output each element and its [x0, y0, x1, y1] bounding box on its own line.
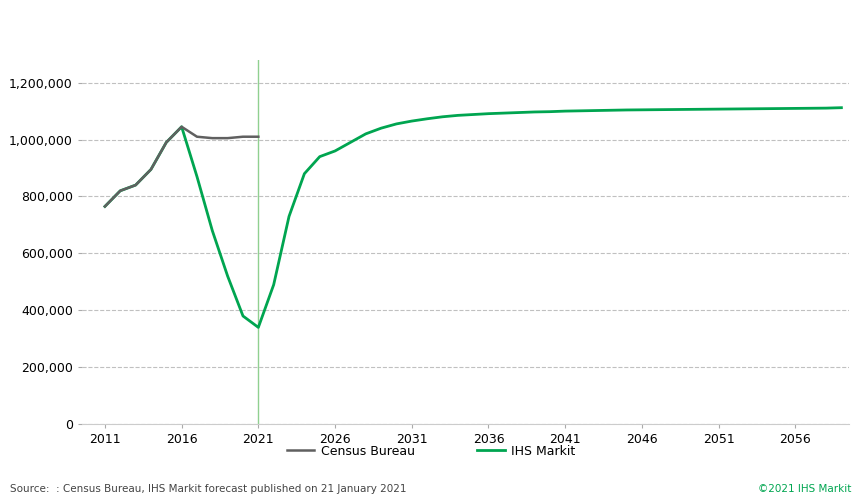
IHS Markit — [652, 107, 662, 113]
IHS Markit — [100, 204, 110, 210]
IHS Markit — [207, 228, 217, 234]
IHS Markit — [330, 148, 340, 154]
IHS Markit — [728, 106, 739, 112]
Line: Census Bureau: Census Bureau — [105, 127, 258, 207]
Census Bureau — [238, 134, 248, 140]
Census Bureau — [177, 124, 187, 130]
IHS Markit — [283, 214, 294, 220]
IHS Markit — [575, 108, 585, 114]
Census Bureau — [161, 139, 171, 145]
IHS Markit — [452, 112, 462, 118]
IHS Markit — [360, 131, 370, 137]
Census Bureau — [146, 167, 156, 173]
IHS Markit — [391, 121, 401, 127]
IHS Markit — [177, 124, 187, 130]
Census Bureau — [100, 204, 110, 210]
IHS Markit — [238, 313, 248, 319]
IHS Markit — [713, 106, 723, 112]
IHS Markit — [560, 108, 570, 114]
Census Bureau — [207, 135, 217, 141]
Census Bureau — [192, 134, 202, 140]
IHS Markit — [820, 105, 830, 111]
IHS Markit — [422, 116, 432, 122]
IHS Markit — [498, 110, 508, 116]
Census Bureau — [130, 182, 140, 188]
IHS Markit — [253, 324, 263, 330]
Census Bureau — [253, 134, 263, 140]
IHS Markit — [146, 167, 156, 173]
IHS Markit — [314, 154, 325, 160]
Census Bureau — [222, 135, 232, 141]
IHS Markit — [269, 282, 279, 288]
IHS Markit — [590, 108, 600, 114]
IHS Markit — [621, 107, 631, 113]
IHS Markit — [192, 174, 202, 180]
IHS Markit — [375, 125, 386, 131]
IHS Markit — [605, 107, 616, 113]
Line: IHS Markit: IHS Markit — [105, 108, 840, 327]
IHS Markit — [835, 105, 846, 111]
IHS Markit — [759, 106, 769, 112]
IHS Markit — [406, 118, 417, 124]
IHS Markit — [790, 105, 800, 111]
IHS Markit — [115, 188, 126, 194]
IHS Markit — [666, 107, 677, 113]
IHS Markit — [161, 139, 171, 145]
Text: Source:  : Census Bureau, IHS Markit forecast published on 21 January 2021: Source: : Census Bureau, IHS Markit fore… — [10, 484, 406, 494]
IHS Markit — [774, 106, 784, 112]
IHS Markit — [130, 182, 140, 188]
IHS Markit — [483, 111, 493, 117]
IHS Markit — [805, 105, 815, 111]
IHS Markit — [544, 109, 554, 115]
IHS Markit — [345, 139, 356, 145]
Census Bureau — [115, 188, 126, 194]
Text: Immigration: Immigration — [10, 15, 115, 30]
IHS Markit — [222, 273, 232, 279]
IHS Markit — [529, 109, 539, 115]
IHS Markit — [682, 106, 692, 112]
IHS Markit — [636, 107, 647, 113]
IHS Markit — [299, 171, 309, 177]
IHS Markit — [513, 110, 523, 116]
IHS Markit — [437, 114, 447, 120]
IHS Markit — [743, 106, 753, 112]
Legend: Census Bureau, IHS Markit: Census Bureau, IHS Markit — [282, 440, 579, 463]
IHS Markit — [697, 106, 708, 112]
Text: ©2021 IHS Markit: ©2021 IHS Markit — [758, 484, 851, 494]
IHS Markit — [468, 112, 478, 118]
